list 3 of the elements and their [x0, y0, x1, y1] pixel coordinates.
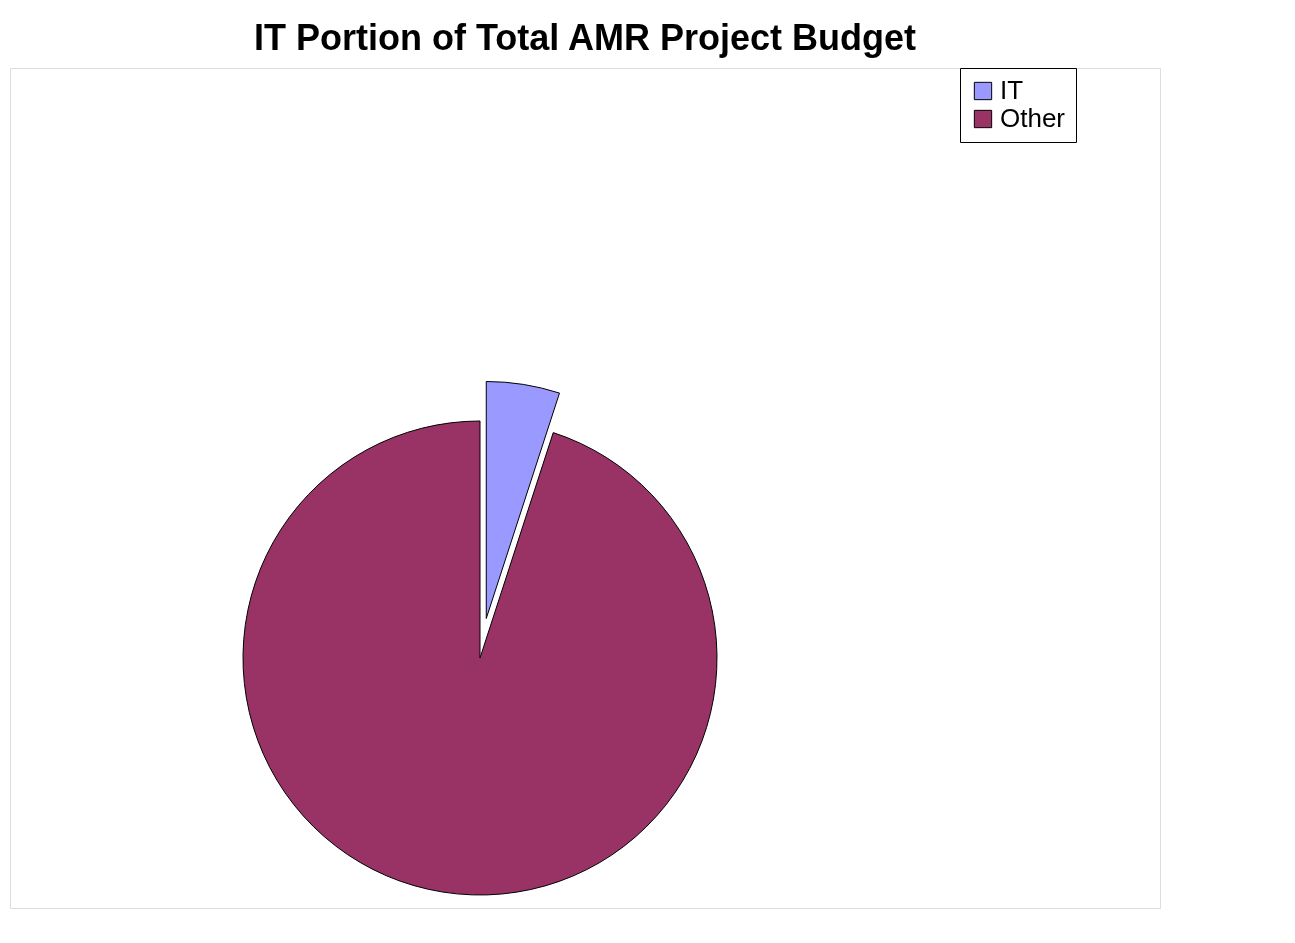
legend-label: IT: [1000, 75, 1024, 105]
chart-title: IT Portion of Total AMR Project Budget: [254, 16, 916, 58]
legend-label: Other: [1000, 103, 1066, 133]
